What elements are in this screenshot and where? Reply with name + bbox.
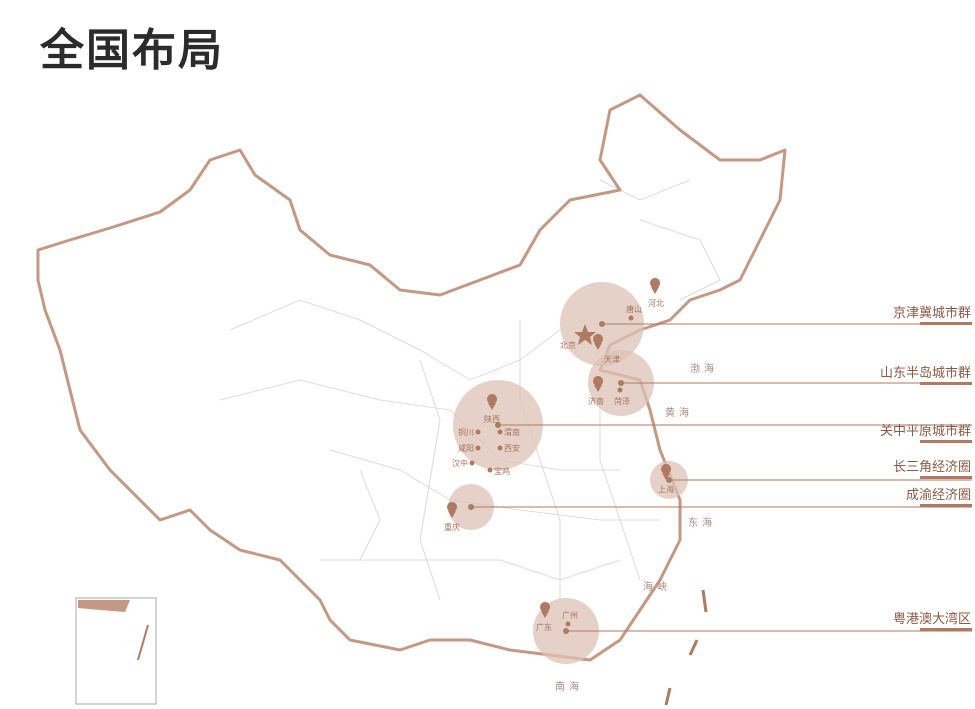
label-underline — [920, 440, 972, 443]
label-underline — [920, 322, 972, 325]
label-underline — [920, 628, 972, 631]
map-pin-icon — [661, 464, 672, 480]
label-underline — [920, 504, 972, 507]
sea-label: 南海 — [555, 680, 583, 693]
city-dot — [617, 387, 623, 393]
region-label: 粤港澳大湾区 — [893, 611, 971, 627]
city-label: 渭南 — [504, 427, 520, 437]
city-dot — [469, 460, 475, 466]
city-label: 北京 — [560, 340, 576, 350]
south-sea-inset — [75, 597, 157, 705]
country-outline — [36, 93, 787, 662]
city-label: 济南 — [588, 396, 604, 406]
region-label: 山东半岛城市群 — [880, 365, 971, 381]
map-pin-icon — [593, 334, 604, 350]
city-label: 广东 — [536, 622, 552, 632]
label-underline — [920, 382, 972, 385]
page-title: 全国布局 — [40, 25, 224, 76]
city-label: 菏泽 — [614, 396, 630, 406]
city-dot — [497, 445, 503, 451]
city-label: 汉中 — [452, 458, 468, 468]
region-label: 京津冀城市群 — [893, 305, 971, 321]
label-underline — [920, 476, 972, 479]
city-label: 唐山 — [626, 304, 642, 314]
sea-label: 渤海 — [690, 362, 718, 375]
sea-label: 黄海 — [665, 406, 693, 419]
city-label: 上海 — [658, 484, 674, 494]
city-dot — [497, 429, 503, 435]
city-label: 天津 — [604, 354, 620, 364]
city-label: 重庆 — [444, 522, 460, 532]
sea-label: 东海 — [688, 516, 716, 529]
capital-star-icon — [574, 324, 596, 345]
city-label: 铜川 — [458, 427, 474, 437]
map-pin-icon — [447, 502, 458, 518]
city-label: 咸阳 — [458, 443, 474, 453]
sea-label: 海峡 — [643, 580, 671, 593]
city-dot — [475, 429, 481, 435]
region-label: 长三角经济圈 — [893, 460, 971, 475]
city-dot — [487, 467, 493, 473]
map-pin-icon — [593, 376, 604, 392]
city-dot — [565, 621, 571, 627]
city-label: 广州 — [562, 610, 578, 620]
city-dot — [475, 445, 481, 451]
map-pin-icon — [650, 278, 661, 294]
city-label: 宝鸡 — [494, 466, 510, 476]
nine-dash-line — [664, 589, 708, 706]
region-label: 关中平原城市群 — [880, 423, 971, 439]
map-pin-icon — [487, 394, 498, 410]
map-pin-icon — [540, 602, 551, 618]
city-label: 河北 — [648, 298, 664, 308]
region-label: 成渝经济圈 — [906, 487, 971, 503]
city-label: 陕西 — [484, 414, 500, 424]
city-label: 西安 — [504, 443, 520, 453]
city-dot — [628, 315, 634, 321]
